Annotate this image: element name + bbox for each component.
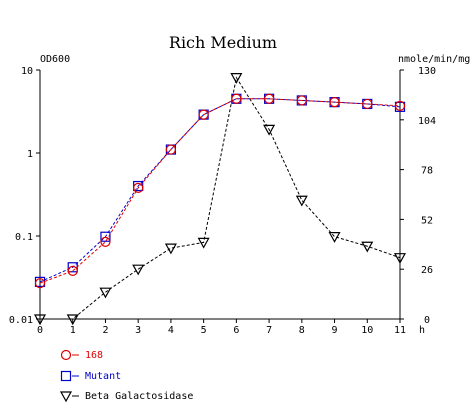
data-point-168 <box>198 109 209 120</box>
data-point-168 <box>329 97 340 108</box>
data-point-168 <box>34 278 46 289</box>
legend-marker-mutant <box>60 370 72 382</box>
series-beta-galactosidase <box>33 73 407 326</box>
data-point-168 <box>133 182 144 193</box>
x-tick-label: 3 <box>135 325 141 336</box>
x-tick-label: 11 <box>394 325 406 336</box>
data-point-beta-galactosidase <box>295 195 308 207</box>
left-tick-label: 1 <box>27 149 33 160</box>
legend-marker-beta-galactosidase <box>59 391 73 403</box>
right-tick-label: 0 <box>424 315 430 326</box>
x-tick-label: 7 <box>266 325 272 336</box>
data-point-beta-galactosidase <box>33 314 47 326</box>
data-point-beta-galactosidase <box>66 314 79 326</box>
left-tick-label: 0.01 <box>9 315 33 326</box>
data-point-beta-galactosidase <box>361 241 374 253</box>
data-point-beta-galactosidase <box>164 243 177 255</box>
data-point-168 <box>165 144 177 155</box>
data-point-beta-galactosidase <box>263 124 276 136</box>
left-tick-label: 10 <box>21 66 33 77</box>
x-tick-label: 6 <box>233 325 239 336</box>
series-line-beta-galactosidase <box>40 76 401 320</box>
x-axis-label: h <box>419 325 425 336</box>
data-point-beta-galactosidase <box>328 232 341 243</box>
right-tick-label: 78 <box>421 166 433 177</box>
legend: 168 Mutant Beta Galactosidase <box>59 349 193 403</box>
data-point-168 <box>296 95 307 106</box>
series-168 <box>34 93 406 289</box>
right-axis-label: nmole/min/mg <box>398 54 470 65</box>
series-line-mutant <box>39 98 401 283</box>
right-tick-label: 26 <box>421 265 433 276</box>
right-tick-label: 52 <box>421 215 433 226</box>
data-point-beta-galactosidase <box>132 264 145 276</box>
left-axis-label: OD600 <box>40 54 70 65</box>
legend-label-beta-galactosidase: Beta Galactosidase <box>85 391 193 402</box>
data-point-168 <box>394 100 406 111</box>
data-point-mutant <box>100 231 111 242</box>
x-tick-label: 10 <box>361 325 373 336</box>
x-tick-label: 5 <box>201 325 207 336</box>
x-tick-label: 8 <box>299 325 305 336</box>
legend-label-168: 168 <box>85 350 103 361</box>
data-point-beta-galactosidase <box>99 287 112 299</box>
data-point-168 <box>100 236 111 247</box>
chart-title: Rich Medium <box>169 33 277 52</box>
data-point-168 <box>362 98 373 110</box>
series-layer <box>33 73 407 326</box>
x-tick-label: 1 <box>70 325 76 336</box>
series-mutant <box>34 93 406 287</box>
data-point-168 <box>263 93 275 104</box>
right-tick-label: 130 <box>418 66 436 77</box>
series-line-168 <box>39 98 401 284</box>
legend-marker-168 <box>60 349 72 361</box>
x-tick-label: 9 <box>332 325 338 336</box>
data-point-beta-galactosidase <box>230 73 243 84</box>
data-point-beta-galactosidase <box>393 253 407 264</box>
right-tick-label: 104 <box>418 116 436 127</box>
x-tick-label: 4 <box>168 325 174 336</box>
data-point-168 <box>67 265 78 276</box>
left-tick-label: 0.1 <box>15 232 33 243</box>
x-tick-label: 0 <box>37 325 43 336</box>
data-point-168 <box>231 93 242 104</box>
data-point-beta-galactosidase <box>197 237 210 249</box>
legend-label-mutant: Mutant <box>85 371 121 382</box>
x-tick-label: 2 <box>102 325 108 336</box>
